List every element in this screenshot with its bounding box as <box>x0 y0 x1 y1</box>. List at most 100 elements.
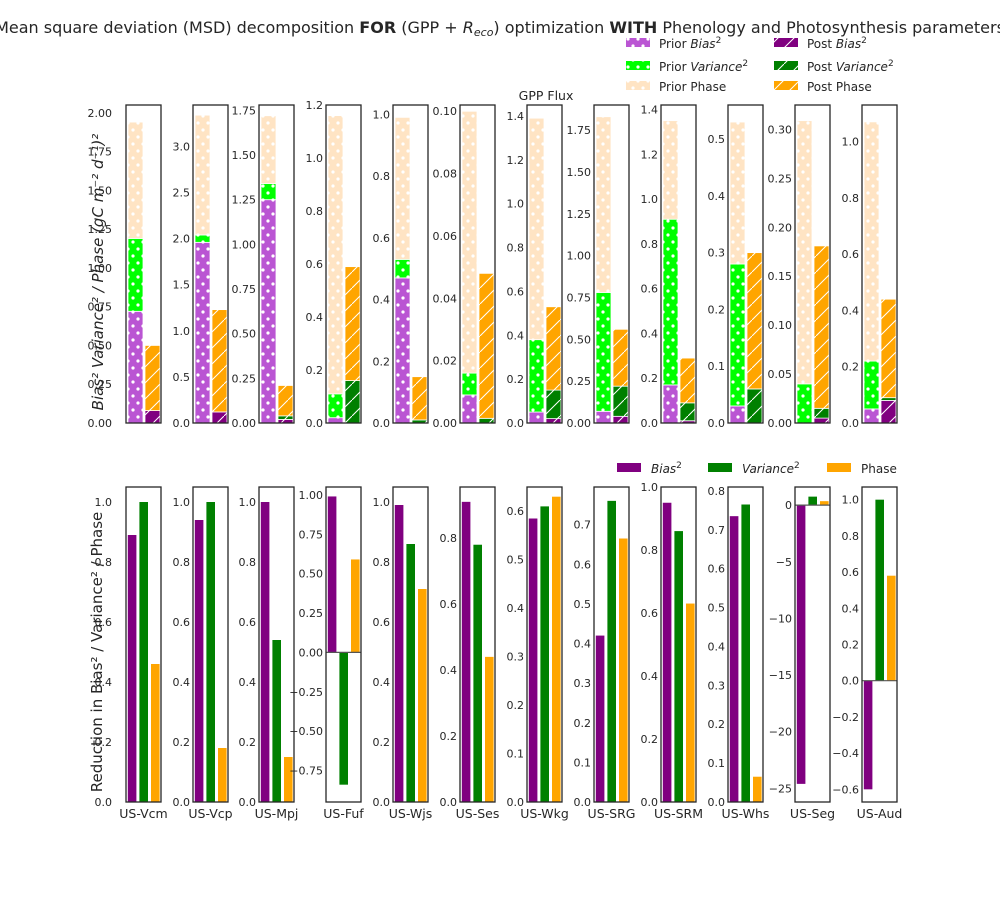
post-variance-hatch <box>546 390 561 419</box>
legend-entry-post_phase: Phase <box>827 462 897 476</box>
y-tick-label: 0.50 <box>88 339 113 352</box>
y-tick-label: 1.0 <box>641 481 659 494</box>
y-tick-label: 0.0 <box>708 796 726 809</box>
bias-reduction-bar <box>528 518 538 802</box>
y-tick-label: 0.4 <box>574 638 592 651</box>
y-tick-label: 1.2 <box>641 148 659 161</box>
panel-frame <box>794 486 831 803</box>
y-tick-label: 0.0 <box>373 796 391 809</box>
y-tick-label: 0.5 <box>507 554 525 567</box>
prior-variance-hatch <box>864 361 879 409</box>
top-y-label: Bias² Variance² / Phase (gC m⁻² d⁻¹)² <box>89 134 107 411</box>
variance-reduction-bar <box>206 502 215 802</box>
prior-phase-hatch <box>328 115 343 394</box>
y-tick-label: 0.4 <box>373 676 391 689</box>
prior-phase-hatch <box>797 120 812 384</box>
y-tick-label: 0.0 <box>440 796 458 809</box>
bias-reduction-bar <box>127 535 137 802</box>
legend-entry-post_phase: Post Phase <box>774 80 872 94</box>
legend-label: Bias2 <box>651 461 682 476</box>
y-tick-label: 0.4 <box>708 640 726 653</box>
y-tick-label: 0.20 <box>768 221 793 234</box>
y-tick-label: 0.00 <box>299 646 324 659</box>
panel-frame <box>125 486 162 803</box>
post-phase-hatch <box>881 299 896 398</box>
title-reco: R <box>463 18 474 37</box>
legend-entry-prior_bias: Prior Bias2 <box>626 36 721 51</box>
y-tick-label: 1.0 <box>373 496 391 509</box>
post-bias-hatch <box>145 410 160 423</box>
top-panel-US-Mpj: 0.00 0.25 0.50 0.75 1.00 1.25 1.50 1.75 <box>232 104 295 430</box>
panel-frame <box>861 104 898 424</box>
prior-bias-hatch <box>529 412 544 423</box>
y-tick-label: 0.10 <box>768 319 793 332</box>
y-tick-label: 0.30 <box>768 123 793 136</box>
y-tick-label: 0.6 <box>440 598 458 611</box>
prior-bias-hatch <box>195 242 210 423</box>
variance-reduction-bar <box>540 506 549 802</box>
post-phase-hatch <box>814 245 829 409</box>
y-tick-label: 0.3 <box>708 679 726 692</box>
title-suffix: Phenology and Photosynthesis parameters <box>657 18 1000 37</box>
post-variance-hatch <box>613 386 628 417</box>
variance-reduction-bar <box>875 499 884 681</box>
post-phase-hatch <box>412 376 427 420</box>
y-tick-label: 1.5 <box>173 279 191 292</box>
category-label: US-Aud <box>857 806 903 821</box>
top-panel-US-Wjs: 0.0 0.2 0.4 0.6 0.8 1.0 <box>373 104 429 430</box>
top-panel-US-Vcp: 0.0 0.5 1.0 1.5 2.0 2.5 3.0 <box>173 104 229 430</box>
post-bias-hatch <box>881 400 896 423</box>
category-label: US-Whs <box>722 806 770 821</box>
panel-frame <box>861 486 898 803</box>
legend-swatch-hatch <box>774 38 798 47</box>
category-label: US-Fuf <box>323 806 364 821</box>
y-tick-label: 0.4 <box>708 190 726 203</box>
y-tick-label: 0.0 <box>641 417 659 430</box>
y-tick-label: 0.6 <box>373 616 391 629</box>
y-tick-label: 1.25 <box>232 194 257 207</box>
y-tick-label: 1.00 <box>567 250 592 263</box>
post-bias-hatch <box>278 419 293 423</box>
category-label: US-Ses <box>456 806 500 821</box>
post-bias-hatch <box>546 418 561 423</box>
y-tick-label: 0.4 <box>173 676 191 689</box>
panel-frame <box>258 486 295 803</box>
legend-entry-post_variance: Variance2 <box>708 461 800 476</box>
prior-phase-hatch <box>395 117 410 260</box>
y-tick-label: 0.6 <box>173 616 191 629</box>
phase-reduction-bar <box>418 589 427 802</box>
post-variance-hatch <box>814 408 829 419</box>
legend-label: Phase <box>861 462 897 476</box>
y-tick-label: 1.0 <box>306 152 324 165</box>
y-tick-label: 0.4 <box>507 602 525 615</box>
y-tick-label: 0.8 <box>239 556 257 569</box>
y-tick-label: 0.2 <box>842 361 860 374</box>
y-tick-label: 0.3 <box>574 677 592 690</box>
y-tick-label: 1.50 <box>232 149 257 162</box>
bottom-legend: Bias2 Variance2 Phase <box>617 461 897 476</box>
y-tick-label: 0.1 <box>708 757 726 770</box>
post-variance-hatch <box>881 397 896 401</box>
legend-swatch-hatch <box>626 81 650 90</box>
y-tick-label: 0.5 <box>173 371 191 384</box>
y-tick-label: 1.75 <box>88 146 113 159</box>
title-reco-sub: eco <box>474 26 494 39</box>
legend-entry-prior_phase: Prior Phase <box>626 80 726 94</box>
panel-frame <box>660 486 697 803</box>
y-tick-label: 1.0 <box>239 496 257 509</box>
y-tick-label: 0.2 <box>641 372 659 385</box>
y-tick-label: 1.0 <box>641 193 659 206</box>
y-tick-label: 0.10 <box>433 105 458 118</box>
prior-variance-hatch <box>797 383 812 423</box>
bottom-panel-US-Wjs: 0.0 0.2 0.4 0.6 0.8 1.0 US-Wjs <box>373 486 432 821</box>
y-tick-label: 0.25 <box>299 607 324 620</box>
bias-reduction-bar <box>796 505 806 784</box>
bottom-panel-US-Vcp: 0.0 0.2 0.4 0.6 0.8 1.0 US-Vcp <box>173 486 233 821</box>
y-tick-label: 0.0 <box>507 417 525 430</box>
y-tick-label: 1.00 <box>299 489 324 502</box>
y-tick-label: 0.4 <box>95 676 113 689</box>
legend-label: Post Phase <box>807 80 872 94</box>
y-tick-label: 0.6 <box>842 566 860 579</box>
y-tick-label: 0.7 <box>708 524 726 537</box>
